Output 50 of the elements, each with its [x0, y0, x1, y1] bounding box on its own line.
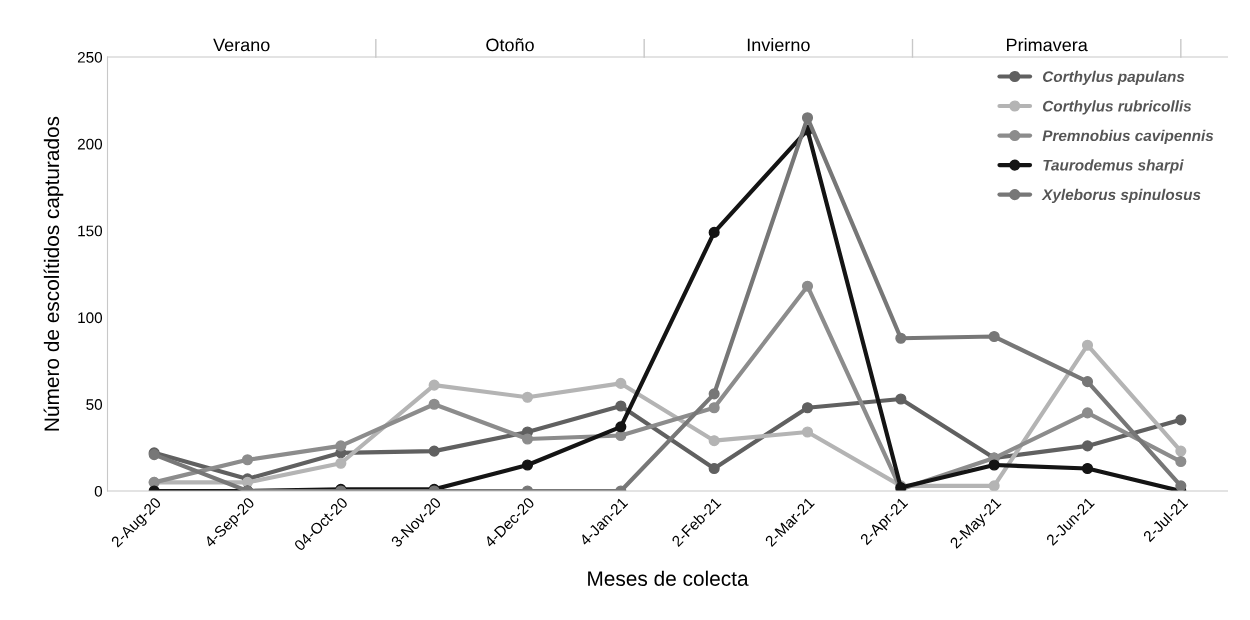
point [428, 379, 440, 391]
legend-label: Taurodemus sharpi [1043, 159, 1184, 174]
point [708, 462, 720, 475]
point [895, 393, 907, 405]
text: Verano [213, 38, 270, 52]
point [521, 433, 534, 445]
y-tick-label: 150 [78, 225, 103, 237]
text: Otoño [486, 38, 534, 52]
point [428, 398, 440, 410]
point [708, 388, 720, 400]
point [708, 435, 720, 447]
point [801, 426, 814, 438]
point [428, 445, 440, 457]
legend-label: Premnobius cavipennis [1042, 129, 1214, 145]
text: Invierno [747, 38, 810, 52]
point [521, 391, 534, 403]
point [241, 454, 254, 466]
y-axis-title: Número de escolítidos capturados [43, 116, 64, 431]
point [1081, 339, 1094, 351]
text: Primavera [1007, 38, 1088, 52]
point [1175, 445, 1187, 457]
y-tick-label: 50 [86, 399, 103, 410]
point [1081, 376, 1094, 388]
point [895, 332, 907, 344]
point [1081, 407, 1094, 419]
point [1081, 462, 1094, 475]
x-axis-title: Meses de colecta [588, 570, 749, 586]
point [1175, 414, 1187, 426]
point [708, 226, 720, 238]
point [335, 457, 347, 469]
point [1175, 455, 1187, 468]
point [988, 330, 1000, 343]
point [521, 459, 534, 471]
legend-label: Corthylus papulans [1043, 70, 1185, 86]
point [615, 421, 627, 433]
point [801, 402, 814, 414]
point [1081, 440, 1094, 452]
y-tick-label: 100 [78, 312, 103, 324]
y-tick-label: 250 [77, 51, 103, 63]
legend-label: Corthylus rubricollis [1043, 100, 1192, 115]
point [801, 280, 814, 292]
point [615, 400, 627, 412]
point [615, 377, 627, 389]
point [988, 480, 1000, 492]
point [335, 440, 347, 452]
point [988, 459, 1000, 471]
y-tick-label: 200 [77, 138, 103, 150]
point [708, 402, 720, 414]
y-tick-label: 0 [94, 485, 103, 497]
legend-label: Xyleborus spinulosus [1041, 188, 1201, 204]
